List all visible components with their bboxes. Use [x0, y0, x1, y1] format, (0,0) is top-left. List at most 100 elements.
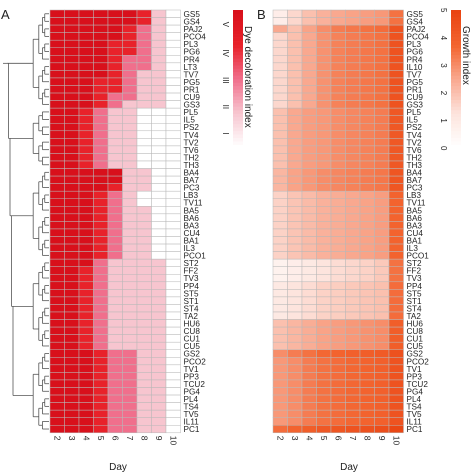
- heatmap-a-cell: [78, 145, 94, 154]
- heatmap-b-cell: [272, 107, 288, 116]
- heatmap-b-cell: [316, 341, 332, 351]
- heatmap-b-cell: [301, 326, 317, 335]
- heatmap-a-cell: [107, 379, 123, 388]
- heatmap-b-cell: [388, 32, 404, 41]
- heatmap-b-cell: [374, 266, 390, 275]
- heatmap-b-cell: [301, 425, 317, 434]
- heatmap-b-cell: [359, 183, 375, 192]
- heatmap-a-cell: [165, 123, 181, 132]
- heatmap-b-cell: [345, 85, 361, 94]
- heatmap-b-cell: [359, 341, 375, 351]
- heatmap-b-cell: [316, 349, 332, 358]
- heatmap-a-cell: [151, 130, 167, 139]
- heatmap-a-cell: [136, 17, 152, 26]
- colorbar-b-segment: [451, 72, 461, 76]
- heatmap-b-cell: [301, 289, 317, 298]
- heatmap-b-cell: [301, 349, 317, 358]
- colorbar-a-segment: [233, 16, 243, 21]
- heatmap-a-cell: [49, 243, 65, 252]
- heatmap-a-cell: [107, 145, 123, 154]
- heatmap-a-cell: [107, 107, 123, 116]
- colorbar-b-segment: [451, 134, 461, 138]
- heatmap-a-cell: [78, 326, 94, 335]
- heatmap-b-cell: [330, 387, 346, 396]
- heatmap-b-cell: [301, 341, 317, 351]
- heatmap-a-col-label: 9: [154, 436, 164, 441]
- heatmap-b-cell: [316, 100, 332, 109]
- heatmap-b-row-label: TA2: [407, 312, 422, 321]
- heatmap-a-cell: [107, 417, 123, 426]
- colorbar-a-segment: [233, 79, 243, 83]
- heatmap-a-cell: [151, 190, 167, 199]
- heatmap-a-cell: [64, 130, 80, 139]
- heatmap-a-cell: [93, 123, 109, 132]
- heatmap-b-cell: [345, 425, 361, 434]
- heatmap-a-cell: [136, 394, 152, 403]
- heatmap-b-cell: [272, 123, 288, 132]
- heatmap-b-cell: [287, 251, 303, 260]
- heatmap-a-cell: [49, 341, 65, 351]
- heatmap-a-cell: [107, 394, 123, 403]
- heatmap-b-row-label: PP4: [407, 282, 423, 291]
- heatmap-a-cell: [165, 85, 181, 94]
- heatmap-a-cell: [64, 251, 80, 260]
- heatmap-b-cell: [301, 296, 317, 305]
- heatmap-b-row-label: LB3: [407, 191, 422, 200]
- heatmap-b-cell: [272, 168, 288, 177]
- heatmap-b-row-label: PL4: [407, 395, 422, 404]
- heatmap-a-cell: [78, 138, 94, 147]
- heatmap-a-cell: [107, 198, 123, 207]
- heatmap-b-cell: [287, 85, 303, 94]
- heatmap-a-cell: [78, 190, 94, 199]
- heatmap-a-cell: [64, 55, 80, 64]
- heatmap-a-cell: [49, 32, 65, 41]
- heatmap-b-cell: [388, 274, 404, 283]
- heatmap-b-row-label: IL3: [407, 244, 419, 253]
- heatmap-a-cell: [64, 145, 80, 154]
- colorbar-b-tick: 4: [439, 36, 448, 41]
- heatmap-b-row-label: GS5: [407, 10, 424, 19]
- heatmap-a-cell: [165, 47, 181, 56]
- colorbar-b-segment: [451, 47, 461, 52]
- colorbar-b-segment: [451, 30, 461, 35]
- heatmap-a-cell: [49, 425, 65, 434]
- colorbar-a-segment: [233, 103, 243, 107]
- heatmap-a-cell: [64, 32, 80, 41]
- heatmap-a-cell: [78, 394, 94, 403]
- heatmap-a-cell: [151, 387, 167, 396]
- heatmap-b-row-label: HU6: [407, 320, 424, 329]
- heatmap-a-cell: [64, 349, 80, 358]
- heatmap-a-cell: [93, 39, 109, 49]
- heatmap-b-cell: [388, 425, 404, 434]
- heatmap-b-cell: [316, 236, 332, 245]
- heatmap-a-row-label: CU5: [184, 342, 201, 351]
- heatmap-b-cell: [345, 24, 361, 33]
- heatmap-b-cell: [388, 175, 404, 184]
- heatmap-b-row-label: IL11: [407, 418, 423, 427]
- heatmap-b-cell: [316, 190, 332, 199]
- heatmap-a-cell: [49, 107, 65, 116]
- heatmap-a-cell: [122, 77, 138, 86]
- heatmap-b-cell: [301, 198, 317, 207]
- heatmap-b-cell: [359, 130, 375, 139]
- colorbar-a-segment: [233, 10, 243, 14]
- heatmap-b-cell: [272, 364, 288, 373]
- heatmap-a-cell: [151, 145, 167, 154]
- heatmap-b-col-label: 8: [362, 436, 372, 441]
- heatmap-a-cell: [122, 198, 138, 207]
- heatmap-b-cell: [388, 183, 404, 192]
- heatmap-b-cell: [272, 281, 288, 290]
- heatmap-a-cell: [64, 372, 80, 381]
- heatmap-b-cell: [301, 304, 317, 313]
- heatmap-b-row-label: PCO2: [407, 357, 430, 366]
- heatmap-b-cell: [330, 32, 346, 41]
- heatmap-a-cell: [107, 123, 123, 132]
- heatmap-b-row-label: CU5: [407, 342, 424, 351]
- heatmap-b-cell: [272, 85, 288, 94]
- heatmap-a-cell: [136, 334, 152, 343]
- heatmap-b-cell: [345, 100, 361, 109]
- heatmap-a-cell: [49, 258, 65, 267]
- heatmap-b-cell: [301, 168, 317, 177]
- heatmap-b-cell: [330, 221, 346, 230]
- heatmap-b-cell: [330, 364, 346, 373]
